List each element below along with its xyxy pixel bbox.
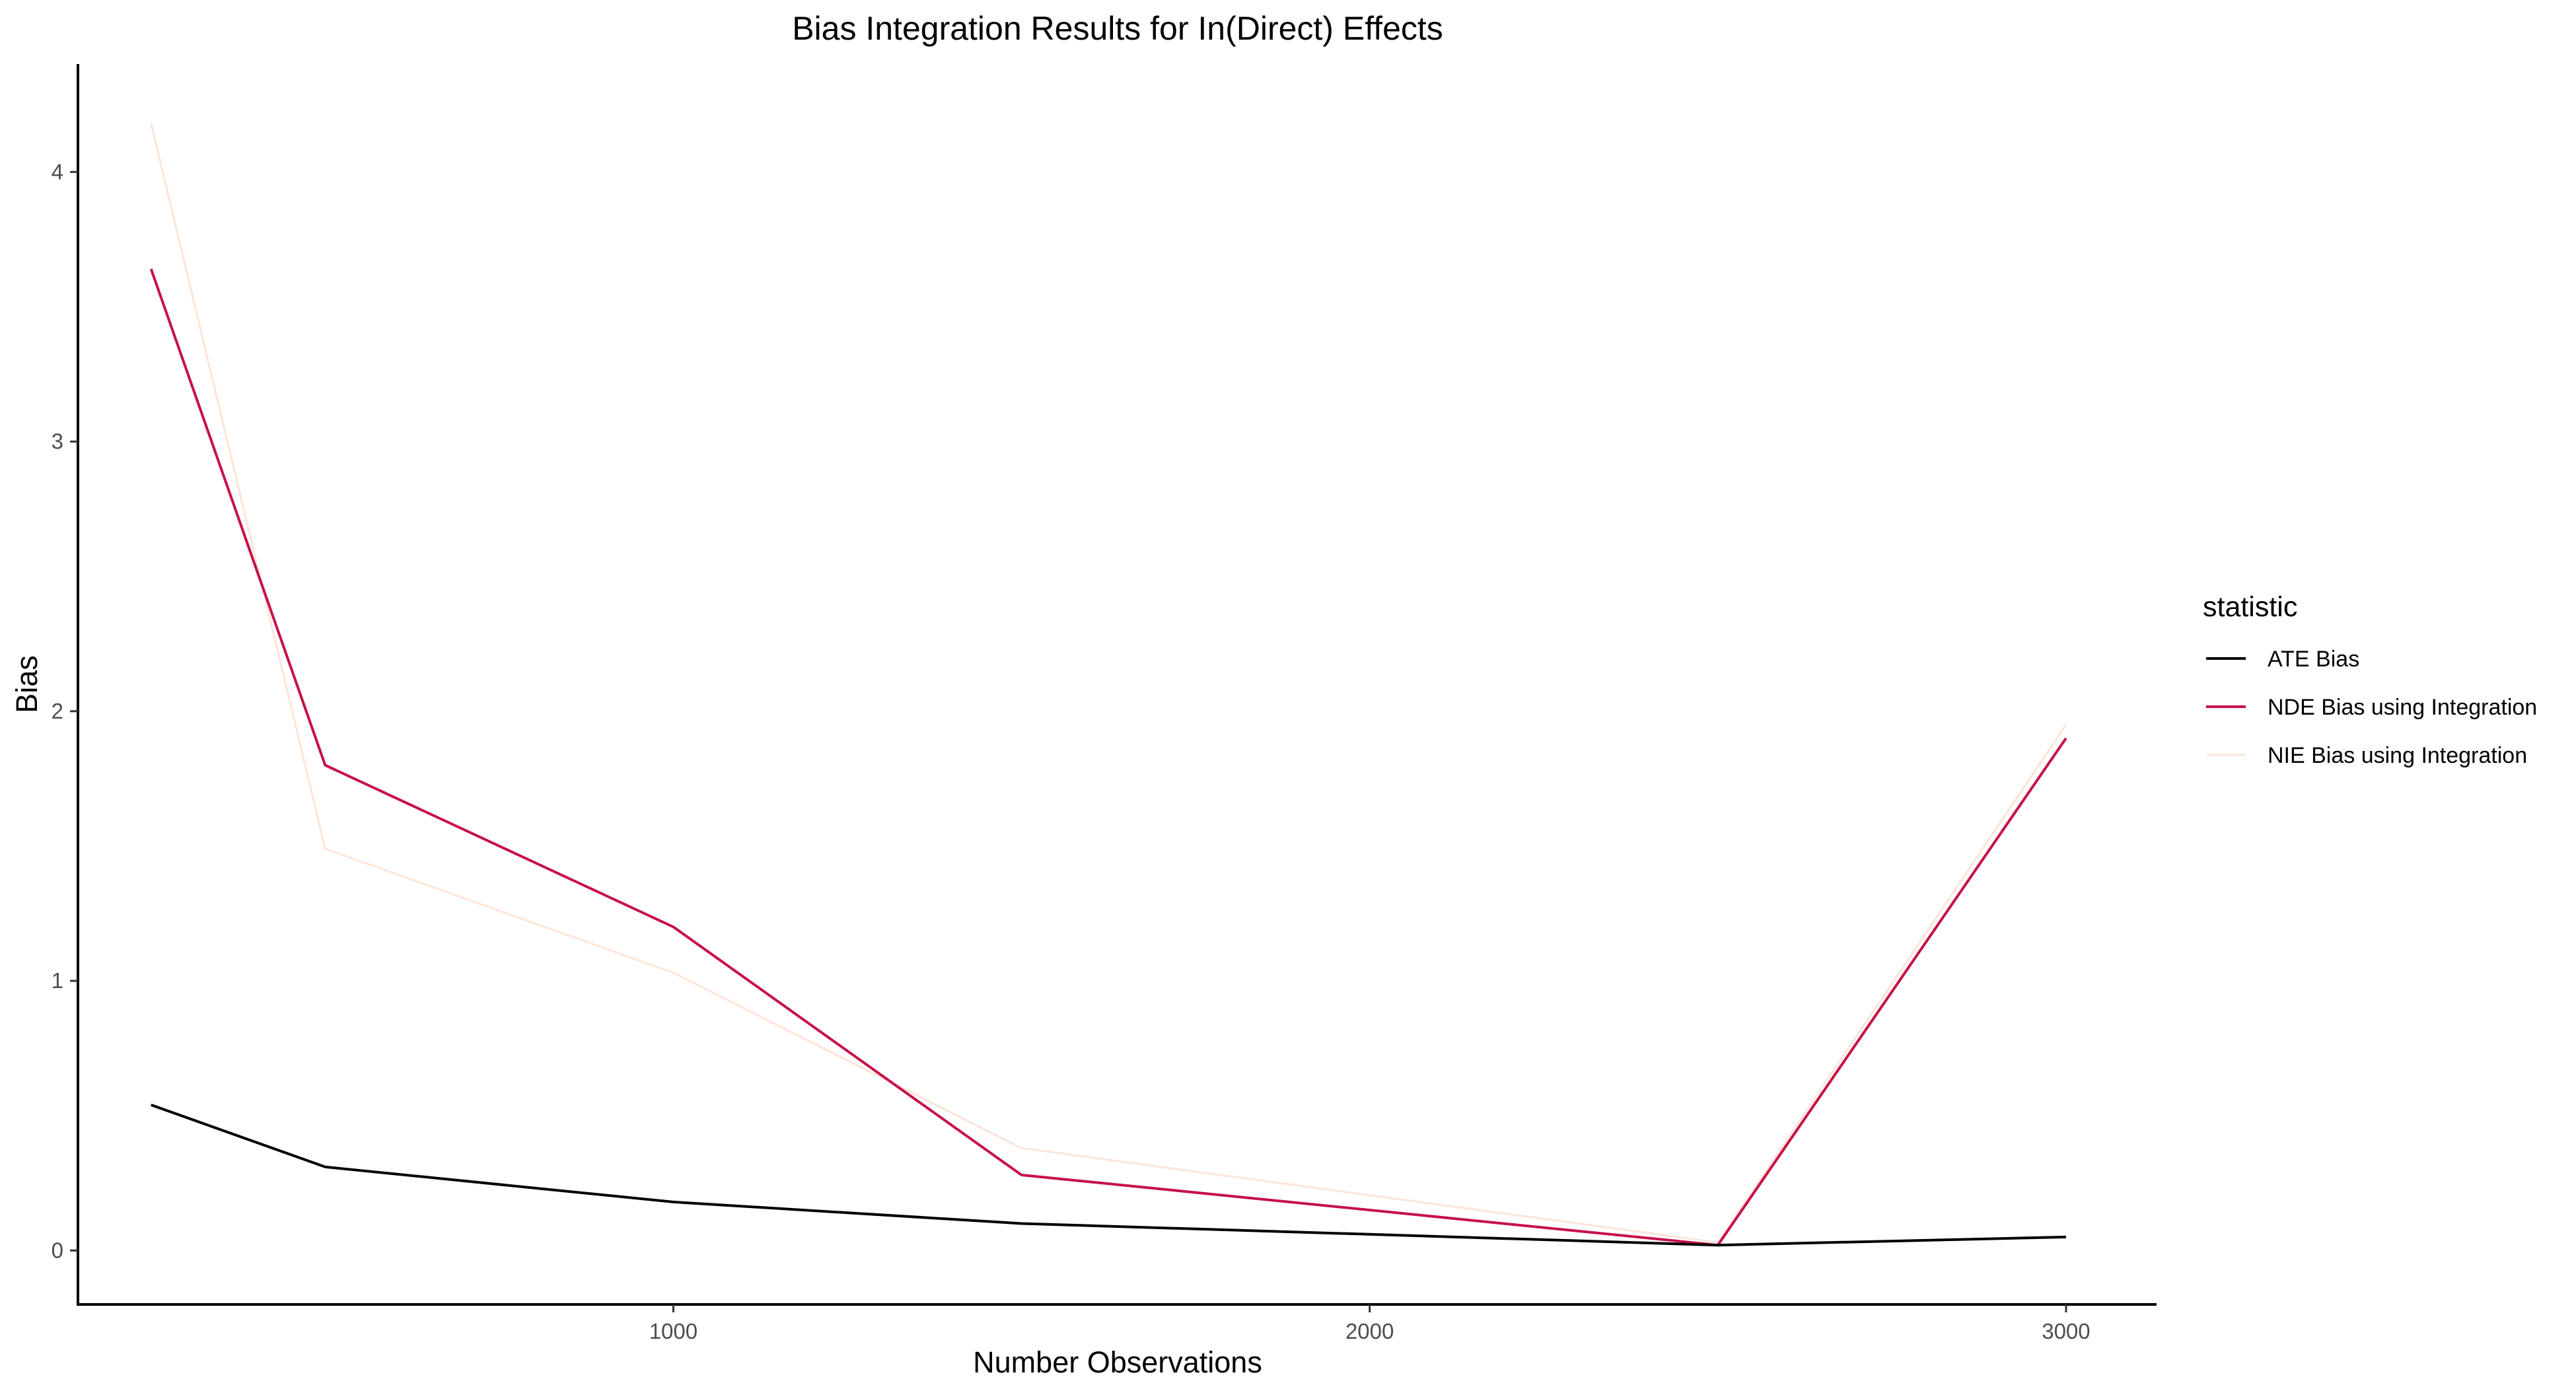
- y-tick-label: 2: [52, 699, 63, 723]
- y-axis-ticks: 0 1 2 3 4: [52, 159, 78, 1262]
- x-axis-ticks: 1000 2000 3000: [649, 1304, 2091, 1343]
- x-axis-label: Number Observations: [973, 1345, 1262, 1379]
- y-axis-label: Bias: [10, 655, 44, 713]
- x-tick-label: 2000: [1345, 1319, 1394, 1343]
- legend-title: statistic: [2203, 591, 2297, 623]
- legend-label: NDE Bias using Integration: [2268, 695, 2537, 720]
- x-tick-label: 1000: [649, 1319, 698, 1343]
- series-lines: [149, 123, 2067, 1247]
- chart-title: Bias Integration Results for In(Direct) …: [792, 10, 1443, 47]
- legend-items: ATE Bias NDE Bias using Integration NIE Bi…: [2206, 647, 2537, 768]
- series-line-nde-bias-using-integration: [149, 268, 2067, 1247]
- series-line-nie-bias-using-integration: [150, 123, 2067, 1244]
- series-line-ate-bias: [151, 1104, 2066, 1247]
- y-tick-label: 4: [52, 159, 63, 184]
- y-tick-label: 0: [52, 1238, 63, 1262]
- legend: statistic ATE Bias NDE Bias using Integra…: [2203, 591, 2537, 768]
- y-tick-label: 3: [52, 429, 63, 454]
- x-tick-label: 3000: [2042, 1319, 2090, 1343]
- y-tick-label: 1: [52, 968, 63, 993]
- legend-label: ATE Bias: [2268, 647, 2359, 672]
- legend-label: NIE Bias using Integration: [2268, 743, 2527, 768]
